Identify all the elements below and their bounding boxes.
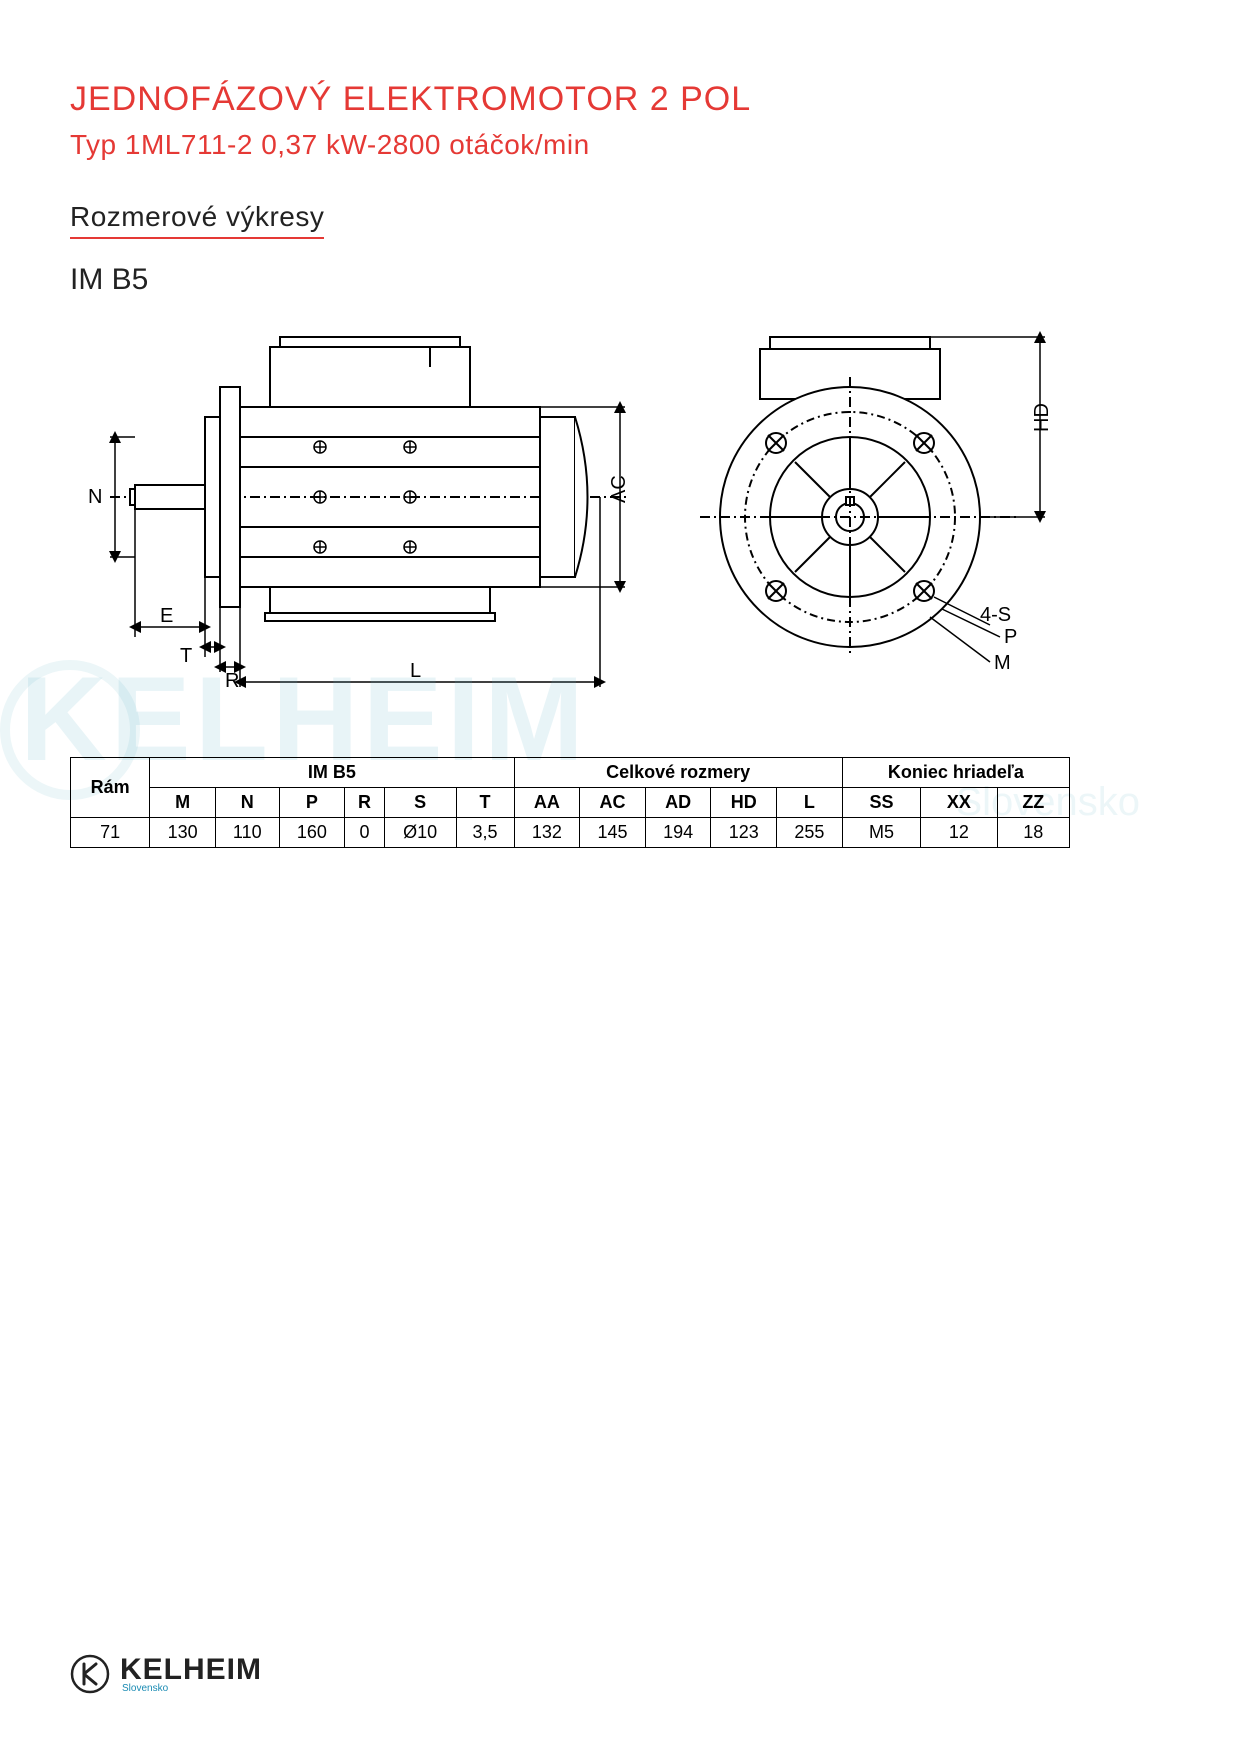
col-ad: AD (645, 788, 711, 818)
footer-brand: KELHEIM (120, 1653, 262, 1686)
cell: 194 (645, 818, 711, 848)
col-n: N (215, 788, 279, 818)
col-r: R (345, 788, 385, 818)
dim-label-n: N (88, 486, 102, 508)
cell: M5 (842, 818, 920, 848)
dim-label-hd: HD (1031, 403, 1053, 432)
cell: 160 (279, 818, 345, 848)
footer-logo: KELHEIM Slovensko (70, 1653, 262, 1694)
drawing-side-view: N E T R L AC (70, 317, 650, 697)
cell: 12 (921, 818, 997, 848)
dim-label-t: T (180, 645, 192, 667)
cell: 123 (711, 818, 777, 848)
cell: 130 (150, 818, 216, 848)
col-aa: AA (514, 788, 580, 818)
dimensions-table: Rám IM B5 Celkové rozmery Koniec hriadeľ… (70, 757, 1070, 848)
col-p: P (279, 788, 345, 818)
dim-label-r: R (225, 670, 239, 692)
dim-label-l: L (410, 660, 421, 682)
cell: 0 (345, 818, 385, 848)
cell: 18 (997, 818, 1069, 848)
drawing-front-view: HD P M 4-S (680, 317, 1080, 697)
cell: Ø10 (384, 818, 456, 848)
dim-label-4s: 4-S (980, 604, 1011, 626)
col-ram: Rám (71, 758, 150, 818)
group-imb5: IM B5 (150, 758, 514, 788)
dim-label-m: M (994, 652, 1011, 674)
cell: 132 (514, 818, 580, 848)
col-m: M (150, 788, 216, 818)
col-hd: HD (711, 788, 777, 818)
technical-drawing: N E T R L AC (70, 317, 1170, 717)
col-zz: ZZ (997, 788, 1069, 818)
cell: 145 (580, 818, 646, 848)
model-label: IM B5 (70, 263, 1170, 297)
col-xx: XX (921, 788, 997, 818)
col-s: S (384, 788, 456, 818)
group-shaft: Koniec hriadeľa (842, 758, 1069, 788)
dim-label-e: E (160, 605, 173, 627)
cell: 255 (777, 818, 843, 848)
cell: 110 (215, 818, 279, 848)
kelheim-logo-icon (70, 1654, 110, 1694)
group-overall: Celkové rozmery (514, 758, 842, 788)
page-subtitle: Typ 1ML711-2 0,37 kW-2800 otáčok/min (70, 129, 1170, 161)
dim-label-ac: AC (608, 475, 630, 503)
cell: 3,5 (456, 818, 514, 848)
dim-label-p: P (1004, 626, 1017, 648)
section-heading: Rozmerové výkresy (70, 201, 324, 239)
col-ac: AC (580, 788, 646, 818)
col-t: T (456, 788, 514, 818)
col-l: L (777, 788, 843, 818)
col-ss: SS (842, 788, 920, 818)
table-row: 71 130 110 160 0 Ø10 3,5 132 145 194 123… (71, 818, 1070, 848)
page-title: JEDNOFÁZOVÝ ELEKTROMOTOR 2 POL (70, 80, 1170, 119)
cell-ram: 71 (71, 818, 150, 848)
